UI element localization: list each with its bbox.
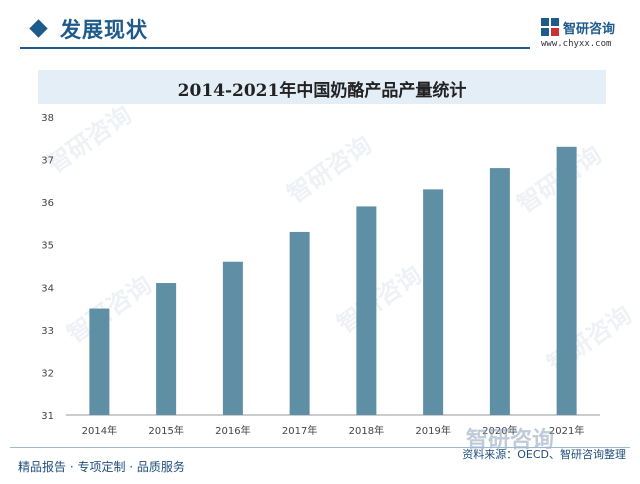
y-tick-label: 36 (41, 198, 54, 209)
footer-divider (10, 447, 630, 448)
brand-logo-icon (541, 18, 559, 36)
watermark-bottom: 智研咨询 (466, 428, 555, 453)
x-tick-label: 2018年 (349, 424, 384, 437)
bar (423, 189, 444, 415)
bar-chart: 31 32 33 34 35 36 37 38 2014年 2015年 2016年 2017年 2018… (41, 113, 600, 437)
x-tick-label: 2021年 (549, 424, 584, 437)
x-tick-label: 2020年 (482, 424, 517, 437)
y-tick-label: 34 (41, 283, 54, 294)
bar (222, 261, 243, 415)
header: 发展现状 智研咨询 www.chyxx.com (0, 0, 640, 60)
y-tick-label: 31 (41, 411, 54, 422)
header-divider (20, 47, 530, 49)
x-tick-label: 2015年 (148, 424, 183, 437)
brand-url[interactable]: www.chyxx.com (541, 39, 612, 49)
footer-source: 资料来源：OECD、智研咨询整理 (462, 448, 626, 461)
x-tick-label: 2017年 (282, 424, 317, 437)
y-tick-label: 37 (41, 156, 54, 167)
bar (289, 231, 310, 415)
y-tick-label: 38 (41, 113, 54, 124)
bar (356, 206, 377, 415)
footer-slogan: 精品报告 · 专项定制 · 品质服务 (18, 460, 185, 474)
x-tick-label: 2016年 (215, 424, 250, 437)
x-tick-label: 2014年 (82, 424, 117, 437)
bar (489, 168, 510, 415)
brand-name: 智研咨询 (563, 22, 616, 37)
x-tick-label: 2019年 (415, 424, 450, 437)
y-tick-label: 35 (41, 241, 54, 252)
bar (556, 146, 577, 416)
y-tick-label: 32 (41, 368, 54, 379)
bar (156, 283, 177, 415)
y-tick-label: 33 (41, 326, 54, 337)
chart-title: 2014-2021年中国奶酪产品产量统计 (177, 81, 467, 101)
bar (89, 308, 110, 415)
footer: 精品报告 · 专项定制 · 品质服务 资料来源：OECD、智研咨询整理 (0, 446, 640, 484)
section-title: 发展现状 (60, 18, 148, 42)
chart-title-bar: 2014-2021年中国奶酪产品产量统计 (38, 70, 606, 104)
